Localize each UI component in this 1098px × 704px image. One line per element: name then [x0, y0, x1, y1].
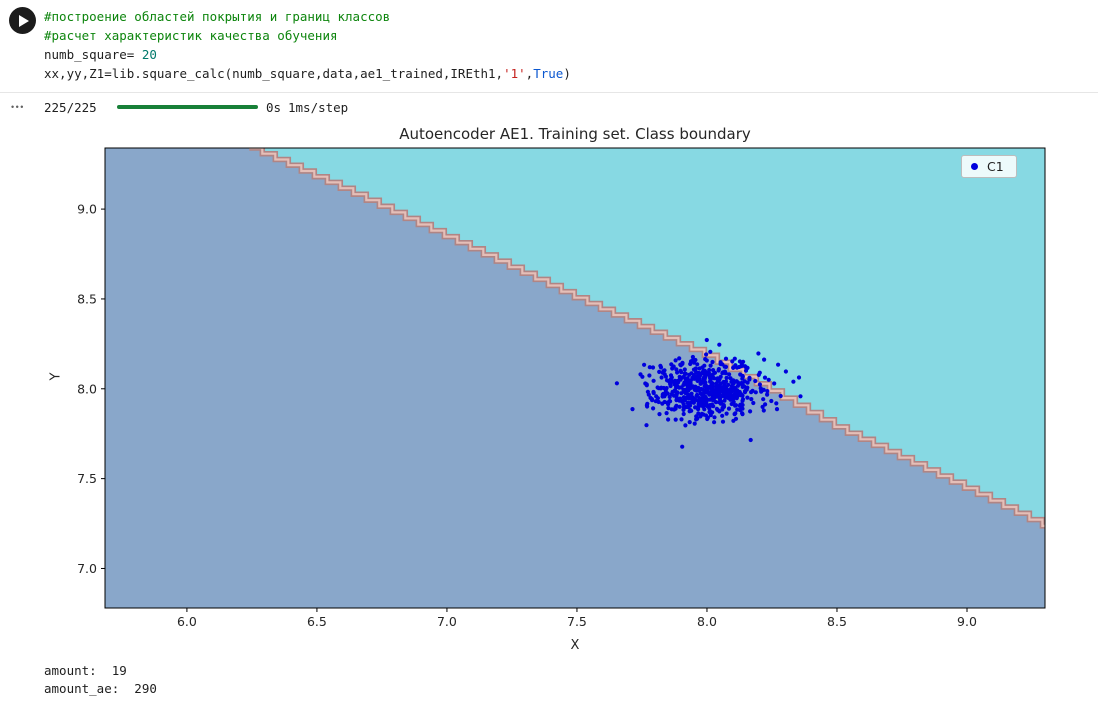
progress-time: 0s: [266, 100, 282, 115]
y-tick-label: 7.5: [77, 471, 97, 486]
x-tick-label: 7.0: [437, 614, 457, 629]
class-boundary-core: [249, 148, 1045, 528]
y-tick-label: 8.5: [77, 291, 97, 306]
legend-label-c1: C1: [987, 159, 1004, 174]
output-line: amount: 19: [44, 663, 127, 678]
progress-rate: 1ms/step: [288, 100, 349, 115]
legend-marker-c1: [971, 163, 978, 170]
region-inside: [105, 148, 1045, 608]
x-tick-label: 6.0: [177, 614, 197, 629]
x-tick-label: 6.5: [307, 614, 327, 629]
x-tick-label: 8.5: [827, 614, 847, 629]
progress-steps: 225/225: [44, 100, 97, 115]
y-tick-label: 9.0: [77, 202, 97, 217]
axes-frame: [104, 147, 1046, 609]
y-tick-label: 8.0: [77, 381, 97, 396]
code-editor[interactable]: #построение областей покрытия и границ к…: [44, 7, 571, 83]
scatter-series-c1: [614, 337, 803, 449]
code-line: numb_square= 20: [44, 47, 157, 62]
output-more-icon[interactable]: •••: [11, 102, 25, 112]
x-axis-label: X: [570, 638, 580, 653]
plot-area: [105, 148, 1045, 608]
code-line: #расчет характеристик качества обучения: [44, 28, 338, 43]
x-tick-label: 8.0: [697, 614, 717, 629]
play-icon: [18, 14, 29, 27]
matplotlib-figure: 6.0 6.5 7.0 7.5 8.0 8.5 9.0 7.0 7.5 8.0 8.5 9.0 Aut…: [0, 120, 1098, 660]
run-cell-button[interactable]: [9, 7, 36, 34]
plot-title: Autoencoder AE1. Training set. Class bou…: [399, 125, 751, 143]
code-line: #построение областей покрытия и границ к…: [44, 9, 391, 24]
x-tick-label: 7.5: [567, 614, 587, 629]
y-tick-label: 7.0: [77, 561, 97, 576]
cell-output-divider: [0, 92, 1098, 93]
output-line: amount_ae: 290: [44, 681, 157, 696]
axis-ticks: 6.0 6.5 7.0 7.5 8.0 8.5 9.0 7.0 7.5 8.0 8.5 9.0: [77, 202, 977, 629]
plot-canvas: 6.0 6.5 7.0 7.5 8.0 8.5 9.0 7.0 7.5 8.0 8.5 9.0: [77, 147, 1046, 629]
x-tick-label: 9.0: [957, 614, 977, 629]
text-output: amount: 19 amount_ae: 290: [44, 662, 157, 698]
code-line: xx,yy,Z1=lib.square_calc(numb_square,dat…: [44, 66, 571, 81]
legend: C1: [961, 155, 1017, 178]
progress-bar: [117, 105, 258, 109]
y-axis-label: Y: [48, 372, 64, 381]
